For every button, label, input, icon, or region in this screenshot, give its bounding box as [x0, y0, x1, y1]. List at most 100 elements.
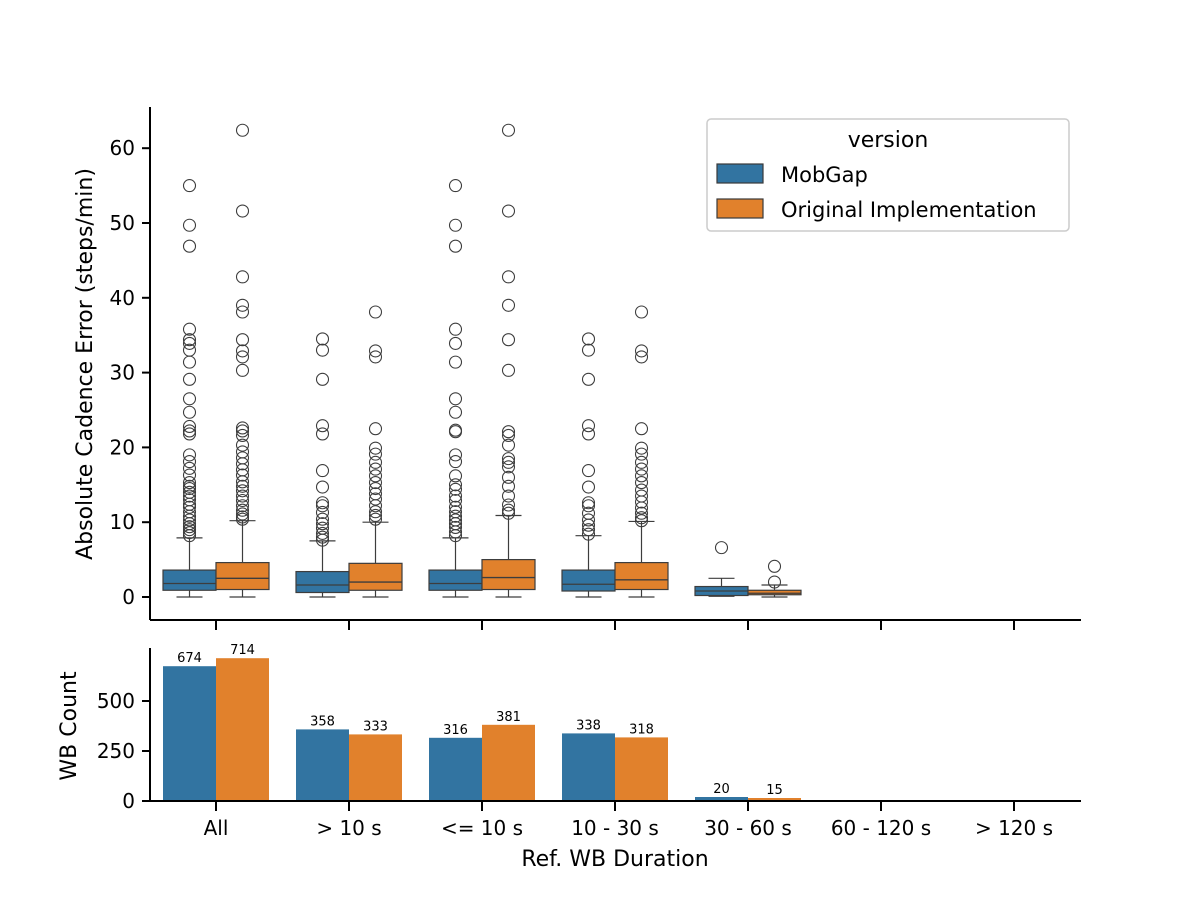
outlier-original-implementation-10-s-4	[501, 333, 516, 347]
outlier-original-implementation-all-9	[235, 421, 250, 435]
outlier-original-implementation-10-s-2	[501, 270, 516, 284]
outlier-mobgap-all-33	[182, 529, 197, 543]
outlier-mobgap-10-s-12	[448, 469, 463, 483]
legend: version MobGap Original Implementation	[706, 118, 1070, 232]
x-tick-label-10-s: > 10 s	[316, 816, 381, 840]
outlier-mobgap-10-s-16	[448, 493, 463, 508]
outlier-mobgap-all-7	[182, 355, 197, 369]
outlier-original-implementation-10-s-10	[501, 455, 516, 469]
outlier-mobgap-all-31	[182, 523, 197, 537]
outlier-mobgap-all-4	[182, 333, 197, 347]
outlier-original-implementation-10-s-12	[501, 470, 516, 484]
bar-mobgap-10-30-s	[562, 733, 615, 801]
outlier-original-implementation-all-10	[235, 424, 250, 438]
outlier-original-implementation-all-12	[235, 438, 250, 452]
outlier-original-implementation-10-s-0	[368, 305, 383, 319]
outlier-mobgap-10-s-13	[448, 478, 463, 492]
x-tick-label-10-s: <= 10 s	[441, 816, 523, 840]
box-plot-y-axis-label: Absolute Cadence Error (steps/min)	[73, 168, 98, 560]
outlier-mobgap-all-28	[182, 513, 197, 527]
bar-chart-x-axis: All > 10 s <= 10 s 10 - 30 s 30 - 60 s 60 - 1…	[150, 800, 1081, 840]
outlier-original-implementation-all-21	[235, 489, 250, 503]
outlier-mobgap-10-30-s-6	[581, 480, 596, 494]
outlier-original-implementation-10-s-3	[501, 298, 516, 312]
outlier-mobgap-10-s-10	[315, 512, 330, 526]
outlier-mobgap-10-s-19	[448, 509, 463, 523]
outlier-original-implementation-10-s-8	[368, 469, 383, 483]
outlier-original-implementation-all-19	[235, 479, 250, 493]
bar-y-tick-label-500: 500	[97, 689, 135, 713]
outlier-original-implementation-30-60-s-1	[767, 575, 782, 589]
outlier-original-implementation-10-30-s-3	[634, 422, 649, 436]
outlier-original-implementation-10-s-9	[501, 452, 516, 466]
outlier-mobgap-10-s-10	[448, 448, 463, 462]
box-mobgap-all	[162, 179, 217, 598]
box-plot-panel: 0 10 20 30 40 50 60 Absolute Cadence Error (st…	[73, 107, 1081, 630]
outlier-original-implementation-10-s-16	[368, 512, 383, 526]
outlier-original-implementation-10-30-s-0	[634, 305, 649, 319]
legend-label-mobgap: MobGap	[781, 163, 868, 187]
outlier-original-implementation-all-11	[235, 428, 250, 442]
outlier-original-implementation-10-30-s-14	[634, 506, 649, 520]
outlier-mobgap-10-30-s-7	[581, 496, 596, 510]
iqr-box-original-implementation-10-s	[348, 562, 403, 591]
outlier-original-implementation-10-s-4	[368, 441, 383, 455]
x-tick-label-60-120-s: 60 - 120 s	[831, 816, 931, 840]
outlier-original-implementation-10-30-s-1	[634, 344, 649, 358]
outlier-mobgap-30-60-s-0	[714, 541, 729, 555]
bar-mobgap-10-s	[429, 737, 482, 801]
outlier-original-implementation-10-s-14	[368, 505, 383, 519]
outlier-mobgap-all-3	[182, 322, 197, 336]
bar-original-implementation-30-60-s	[748, 798, 801, 801]
outlier-mobgap-all-12	[182, 424, 197, 438]
outlier-mobgap-10-s-5	[448, 355, 463, 369]
outlier-original-implementation-10-s-15	[501, 498, 516, 512]
outlier-mobgap-10-s-4	[315, 427, 330, 441]
outlier-mobgap-all-16	[182, 461, 197, 475]
outlier-mobgap-10-30-s-0	[581, 332, 596, 346]
outlier-mobgap-10-30-s-3	[581, 419, 596, 433]
outlier-original-implementation-all-25	[235, 507, 250, 521]
outlier-original-implementation-10-30-s-5	[634, 447, 649, 461]
bar-value-label-original-implementation-10-s: 381	[496, 710, 521, 725]
outlier-original-implementation-all-1	[235, 204, 250, 218]
box-plot-y-axis: 0 10 20 30 40 50 60	[110, 107, 151, 620]
box-mobgap-10-30-s	[561, 332, 616, 598]
outlier-mobgap-10-s-7	[448, 405, 463, 419]
outlier-original-implementation-10-s-7	[501, 428, 516, 442]
bar-y-tick-label-250: 250	[97, 739, 135, 763]
bar-mobgap-30-60-s	[695, 797, 748, 801]
outlier-original-implementation-all-24	[235, 503, 250, 517]
outlier-original-implementation-all-23	[235, 499, 250, 513]
outlier-original-implementation-10-30-s-16	[634, 514, 649, 528]
outlier-mobgap-10-30-s-5	[581, 464, 596, 478]
outlier-mobgap-10-s-0	[448, 179, 463, 193]
outlier-original-implementation-all-20	[235, 484, 250, 498]
outlier-original-implementation-all-27	[235, 512, 250, 526]
bar-value-label-mobgap-10-30-s: 338	[576, 718, 601, 733]
outlier-original-implementation-all-17	[235, 468, 250, 482]
outlier-mobgap-10-s-6	[448, 392, 463, 406]
outlier-mobgap-10-s-0	[315, 332, 330, 346]
outlier-original-implementation-all-8	[235, 363, 250, 377]
x-tick-label-30-60-s: 30 - 60 s	[704, 816, 792, 840]
iqr-box-original-implementation-all	[215, 561, 270, 591]
outlier-mobgap-10-s-6	[315, 480, 330, 494]
outlier-mobgap-10-s-2	[315, 372, 330, 386]
y-tick-label-30: 30	[110, 361, 135, 385]
outlier-original-implementation-10-s-6	[368, 455, 383, 469]
outlier-original-implementation-10-s-1	[368, 344, 383, 358]
outlier-mobgap-all-20	[182, 481, 197, 496]
outlier-original-implementation-10-s-12	[368, 492, 383, 506]
box-original-implementation-10-s	[348, 305, 403, 598]
y-tick-label-40: 40	[110, 286, 135, 310]
y-tick-label-0: 0	[122, 585, 135, 609]
outlier-mobgap-all-15	[182, 455, 197, 469]
y-tick-label-20: 20	[110, 435, 135, 459]
outlier-mobgap-10-s-3	[315, 419, 330, 433]
outlier-original-implementation-all-7	[235, 350, 250, 364]
outlier-original-implementation-10-s-5	[368, 447, 383, 461]
outlier-mobgap-all-30	[182, 520, 197, 534]
outlier-original-implementation-10-s-13	[501, 479, 516, 493]
outlier-mobgap-10-30-s-4	[581, 427, 596, 441]
